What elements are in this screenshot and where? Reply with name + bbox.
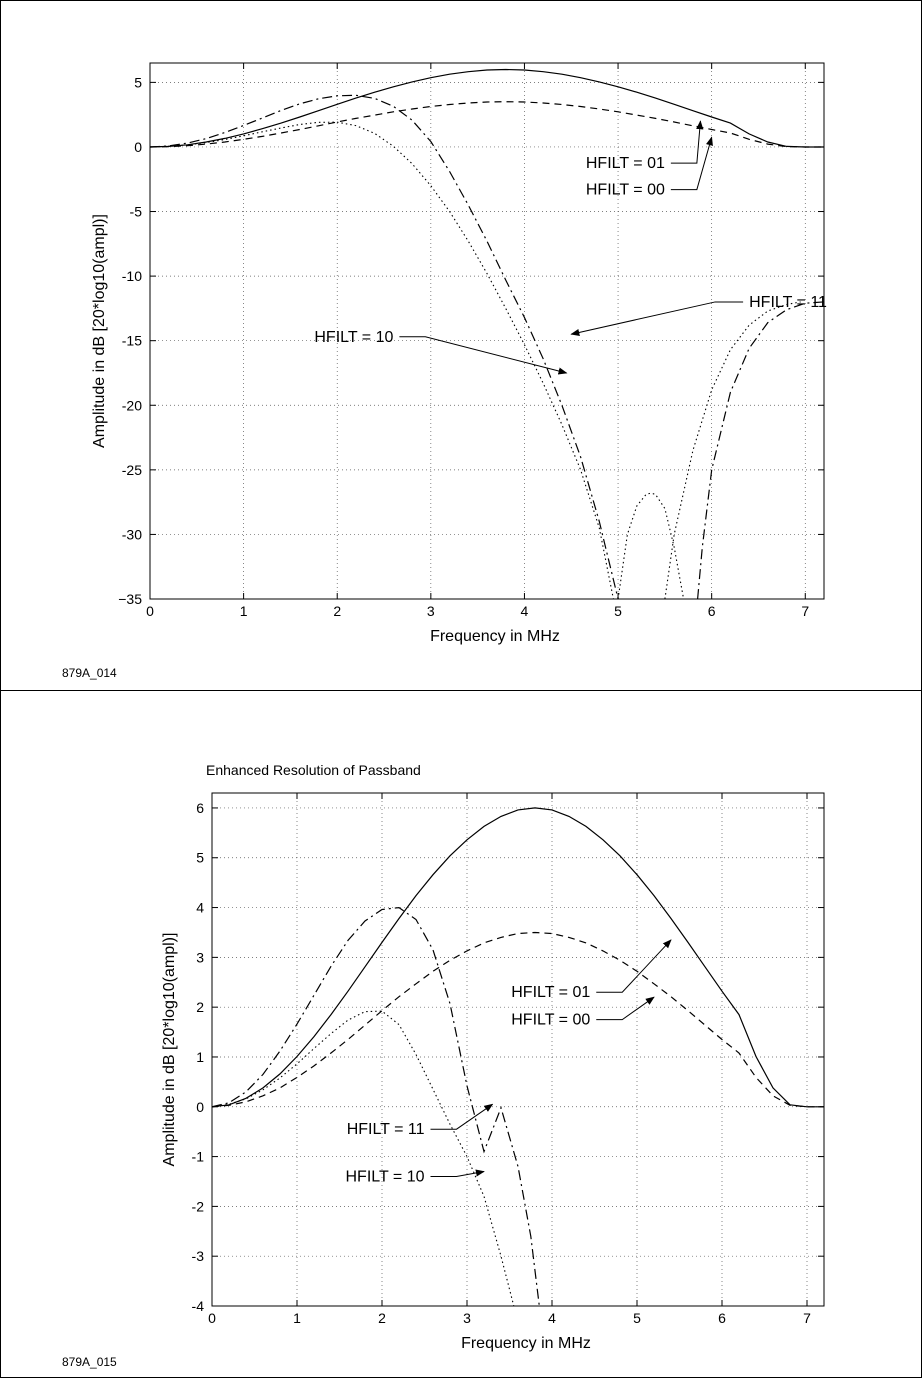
- series-line-hfilt-10: [664, 301, 801, 599]
- grid-lines: [212, 793, 824, 1306]
- x-tick-label: 5: [633, 1310, 641, 1326]
- series-line-hfilt-10: [617, 492, 685, 599]
- series-line-hfilt-11: [212, 906, 540, 1306]
- frequency-response-chart: 0 1 2 3 4 5 6 7 5 0 -5 -10 -15 -20 -25 -30 −35 Frequency …: [91, 62, 827, 645]
- y-tick-label: 1: [196, 1049, 204, 1065]
- x-tick-label: 0: [146, 603, 154, 619]
- panel-divider: [0, 690, 922, 691]
- figure-id: 879A_015: [62, 1355, 117, 1369]
- y-axis-label: Amplitude in dB [20*log10(ampl)]: [161, 933, 178, 1167]
- x-axis-label: Frequency in MHz: [461, 1335, 591, 1352]
- x-tick-label: 6: [718, 1310, 726, 1326]
- annotation-arrow: [670, 120, 704, 164]
- chart-panel-passband: Enhanced Resolution of Passband 0 1 2 3 4 5 6 7 6…: [0, 690, 922, 1378]
- annotation-label: HFILT = 01: [586, 155, 665, 172]
- annotation-arrow: [596, 939, 672, 993]
- grid-lines: [150, 63, 824, 599]
- y-tick-label: -4: [192, 1298, 205, 1314]
- y-tick-label: -20: [122, 397, 142, 413]
- plot-area-frame: [211, 792, 825, 1307]
- y-tick-label: 5: [134, 74, 142, 90]
- annotation-arrow: [430, 1169, 485, 1178]
- y-tick-label: -30: [122, 526, 142, 542]
- y-tick-label: -3: [192, 1248, 205, 1264]
- x-tick-label: 3: [427, 603, 435, 619]
- y-tick-label: -15: [122, 333, 142, 349]
- y-tick-label: 4: [196, 900, 204, 916]
- y-axis-label: Amplitude in dB [20*log10(ampl)]: [91, 214, 108, 448]
- y-tick-label: -2: [192, 1198, 205, 1214]
- y-tick-label: 2: [196, 999, 204, 1015]
- y-tick-label: 0: [134, 139, 142, 155]
- x-tick-label: 4: [521, 603, 529, 619]
- annotation-label: HFILT = 01: [511, 984, 590, 1001]
- x-tick-label: 1: [240, 603, 248, 619]
- series-lines: [212, 807, 824, 1306]
- x-tick-label: 3: [463, 1310, 471, 1326]
- series-lines: [150, 68, 824, 599]
- annotation-label: HFILT = 11: [749, 294, 827, 311]
- y-tick-label: −35: [118, 591, 142, 607]
- x-tick-label: 0: [208, 1310, 216, 1326]
- series-line-hfilt-10: [150, 121, 614, 599]
- series-line-hfilt-10: [212, 1010, 515, 1306]
- annotation-label: HFILT = 11: [347, 1121, 425, 1138]
- annotation-arrow: [670, 136, 713, 191]
- series-line-hfilt-01: [150, 68, 824, 148]
- x-tick-label: 4: [548, 1310, 556, 1326]
- annotation-label: HFILT = 10: [314, 329, 393, 346]
- series-line-hfilt-01: [212, 807, 824, 1108]
- series-line-hfilt-00: [150, 101, 824, 148]
- y-tick-label: -25: [122, 462, 142, 478]
- x-tick-label: 2: [378, 1310, 386, 1326]
- annotation-arrow: [399, 336, 568, 375]
- series-line-hfilt-00: [212, 931, 824, 1108]
- x-tick-label: 5: [614, 603, 622, 619]
- x-tick-label: 7: [803, 1310, 811, 1326]
- y-tick-label: 3: [196, 949, 204, 965]
- x-axis-label: Frequency in MHz: [430, 628, 560, 645]
- x-tick-label: 2: [333, 603, 341, 619]
- annotation-label: HFILT = 00: [511, 1012, 590, 1029]
- annotation-arrow: [570, 301, 744, 336]
- y-tick-label: 0: [196, 1099, 204, 1115]
- passband-response-chart: Enhanced Resolution of Passband 0 1 2 3 4 5 6 7 6…: [161, 762, 825, 1352]
- series-line-hfilt-11: [150, 94, 619, 599]
- x-tick-label: 1: [293, 1310, 301, 1326]
- chart-panel-full-response: 0 1 2 3 4 5 6 7 5 0 -5 -10 -15 -20 -25 -30 −35 Frequency …: [62, 62, 827, 680]
- plot-area-frame: [149, 62, 825, 600]
- x-tick-label: 7: [801, 603, 809, 619]
- figure-id: 879A_014: [62, 666, 117, 680]
- annotation-label: HFILT = 00: [586, 182, 665, 199]
- y-tick-label: 6: [196, 800, 204, 816]
- y-tick-label: -5: [130, 204, 143, 220]
- annotation-label: HFILT = 10: [346, 1169, 425, 1186]
- series-line-hfilt-11: [697, 301, 824, 599]
- y-tick-label: 5: [196, 850, 204, 866]
- y-tick-label: -10: [122, 268, 142, 284]
- annotation-arrow: [430, 1103, 494, 1130]
- y-tick-label: -1: [192, 1149, 205, 1165]
- chart-title: Enhanced Resolution of Passband: [206, 762, 421, 778]
- annotation-arrow: [596, 996, 655, 1021]
- x-tick-label: 6: [708, 603, 716, 619]
